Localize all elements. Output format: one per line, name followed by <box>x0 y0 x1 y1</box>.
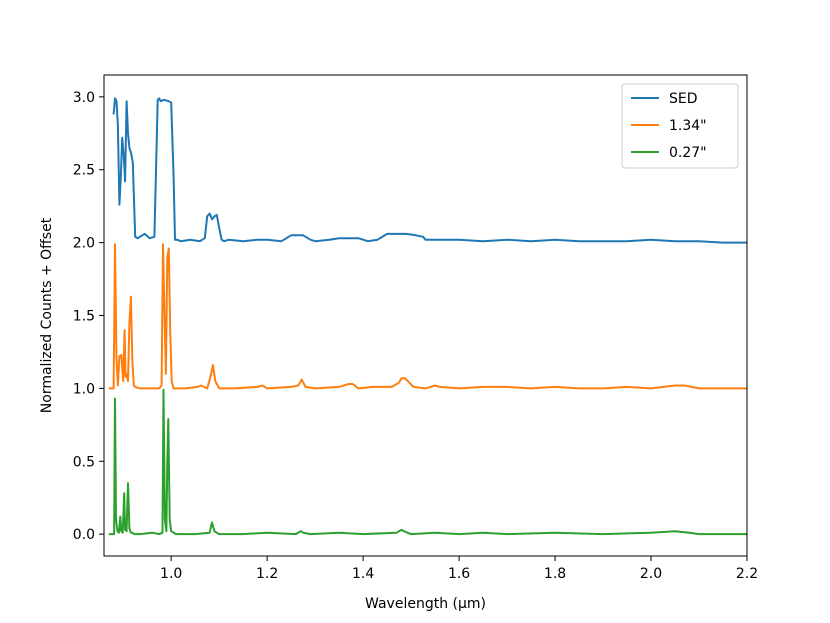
axes: 1.0 1.2 1.4 1.6 1.8 2.0 2.2 0.0 0.5 1.0 1.5 2.0 2.5 3… <box>73 74 758 582</box>
x-tick-label: 1.2 <box>256 566 278 582</box>
y-tick-label: 2.5 <box>73 163 95 179</box>
x-tick-label: 1.4 <box>352 566 374 582</box>
series-line-0 <box>112 97 747 244</box>
series-line-2 <box>108 388 747 536</box>
series-line-1 <box>108 243 747 390</box>
y-tick-label: 1.0 <box>73 381 95 397</box>
x-tick-label: 2.2 <box>736 566 758 582</box>
y-tick-label: 0.0 <box>73 527 95 543</box>
legend-box <box>621 83 739 169</box>
legend-label-0: SED <box>669 91 698 107</box>
y-tick-label: 3.0 <box>73 90 95 106</box>
legend-label-1: 1.34" <box>669 118 707 134</box>
y-axis-title: Normalized Counts + Offset <box>39 217 55 413</box>
legend-label-2: 0.27" <box>669 145 707 161</box>
y-tick-label: 0.5 <box>73 454 95 470</box>
legend: SED 1.34" 0.27" <box>621 83 739 169</box>
x-tick-label: 1.0 <box>160 566 182 582</box>
x-tick-label: 1.6 <box>448 566 470 582</box>
y-tick-label: 1.5 <box>73 309 95 325</box>
x-tick-label: 1.8 <box>544 566 566 582</box>
x-axis-title: Wavelength (μm) <box>365 596 486 612</box>
x-tick-label: 2.0 <box>640 566 662 582</box>
y-tick-label: 2.0 <box>73 236 95 252</box>
plot-area <box>108 97 747 536</box>
